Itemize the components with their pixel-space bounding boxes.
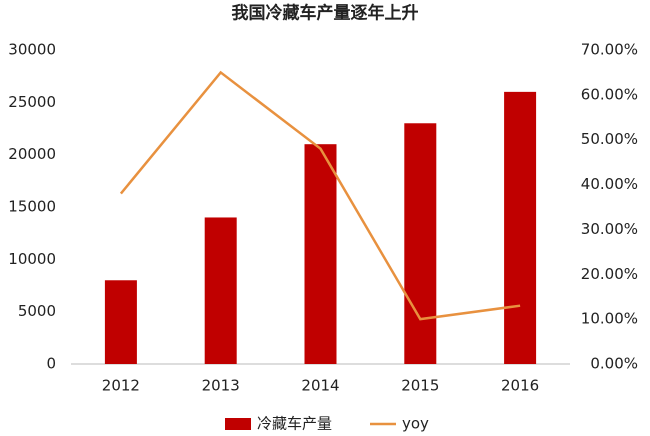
y-tick-label: 0 — [46, 355, 56, 373]
legend-label: yoy — [402, 415, 429, 433]
y2-tick-label: 50.00% — [581, 130, 638, 148]
y2-tick-label: 0.00% — [590, 355, 638, 373]
chart-title: 我国冷藏车产量逐年上升 — [232, 3, 419, 24]
bar — [504, 91, 537, 364]
y2-tick-label: 20.00% — [581, 265, 638, 283]
x-tick-label: 2016 — [501, 377, 539, 395]
y-tick-label: 20000 — [8, 145, 56, 163]
y-tick-label: 10000 — [8, 250, 56, 268]
line — [119, 70, 521, 321]
y2-tick-label: 70.00% — [581, 41, 638, 59]
x-tick-label: 2012 — [102, 377, 140, 395]
legend-swatch — [225, 418, 251, 430]
y2-tick-label: 10.00% — [581, 310, 638, 328]
y-tick-label: 15000 — [8, 198, 56, 216]
y-tick-label: 25000 — [8, 93, 56, 111]
x-tick-label: 2015 — [401, 377, 439, 395]
y2-tick-label: 60.00% — [581, 85, 638, 103]
bar — [304, 144, 337, 364]
legend-label: 冷藏车产量 — [257, 415, 332, 433]
x-tick-label: 2014 — [301, 377, 339, 395]
bar — [204, 217, 237, 364]
y2-tick-label: 40.00% — [581, 175, 638, 193]
x-tick-label: 2013 — [202, 377, 240, 395]
y-tick-label: 5000 — [18, 302, 56, 320]
bar — [104, 280, 137, 364]
bar — [404, 123, 437, 365]
y-tick-label: 30000 — [8, 41, 56, 59]
y2-tick-label: 30.00% — [581, 220, 638, 238]
